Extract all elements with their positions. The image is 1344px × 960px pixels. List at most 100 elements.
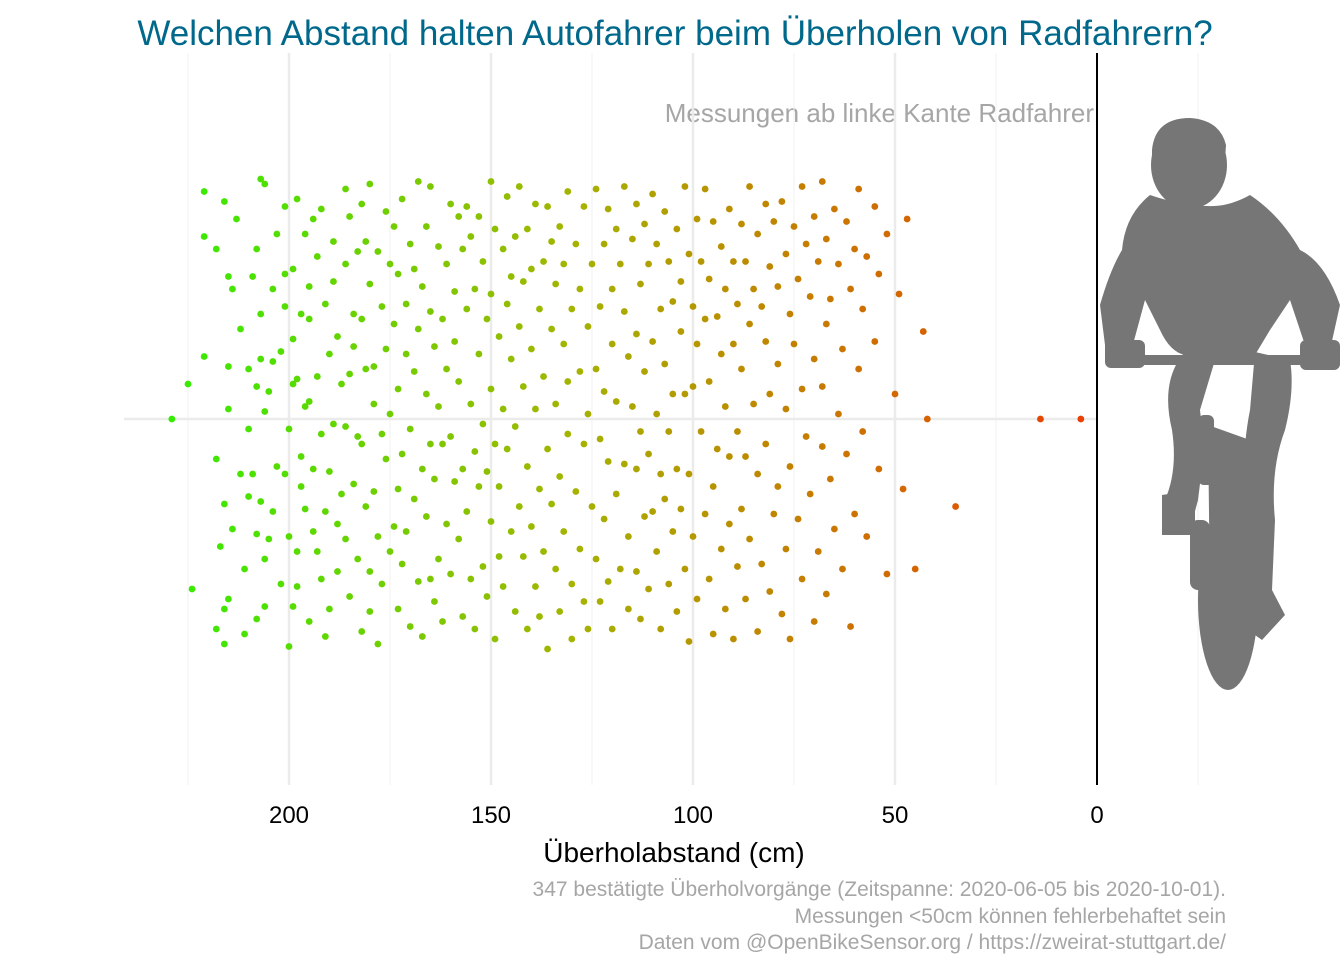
data-point — [742, 258, 749, 265]
data-point — [390, 320, 398, 328]
data-point — [831, 205, 838, 213]
data-point — [459, 245, 467, 253]
data-point — [843, 450, 850, 458]
data-point — [778, 198, 786, 205]
data-point — [665, 580, 673, 588]
data-point — [439, 440, 446, 448]
data-point — [277, 580, 285, 588]
x-tick-labels: 200 150 100 50 0 — [269, 802, 1104, 829]
data-point — [216, 543, 224, 550]
data-point — [362, 503, 370, 510]
caption-line-source: Daten vom @OpenBikeSensor.org / https://… — [638, 931, 1226, 954]
data-point — [891, 390, 899, 398]
cyclist-silhouette — [1100, 118, 1340, 690]
data-point — [350, 343, 358, 350]
data-point — [499, 405, 507, 413]
data-point — [475, 483, 483, 490]
data-point — [511, 423, 519, 430]
data-point — [297, 483, 305, 490]
data-point — [431, 475, 438, 483]
data-point — [386, 260, 394, 268]
data-point — [354, 248, 362, 255]
data-point — [895, 290, 903, 298]
data-point — [447, 200, 454, 208]
data-point — [875, 465, 883, 473]
data-point — [685, 250, 693, 258]
data-point — [608, 625, 616, 633]
data-point — [237, 470, 244, 478]
data-point — [774, 283, 782, 290]
data-point — [616, 260, 624, 268]
data-point — [523, 463, 531, 470]
data-point — [701, 315, 709, 323]
data-point — [766, 588, 774, 595]
data-point — [467, 400, 475, 408]
data-point — [257, 310, 265, 318]
data-point — [584, 625, 592, 633]
data-point — [701, 185, 709, 193]
data-point — [730, 340, 737, 348]
data-point — [818, 178, 826, 185]
data-point — [330, 420, 337, 428]
data-point — [661, 360, 669, 368]
data-point — [293, 548, 301, 555]
data-point — [633, 465, 640, 473]
data-point — [382, 208, 390, 215]
data-point — [225, 595, 232, 603]
data-point — [410, 265, 418, 273]
data-point — [572, 488, 580, 495]
data-point — [479, 563, 487, 570]
data-point — [1077, 415, 1085, 423]
data-point — [871, 338, 879, 345]
data-point — [847, 623, 854, 630]
data-point — [544, 203, 551, 210]
data-point — [709, 630, 717, 638]
data-point — [350, 310, 358, 318]
data-point — [665, 258, 673, 265]
data-point — [394, 270, 402, 278]
data-point — [843, 218, 850, 225]
x-tick-label: 50 — [882, 802, 909, 829]
data-point — [515, 323, 523, 330]
data-point — [475, 213, 483, 220]
data-point — [200, 188, 208, 195]
data-point — [754, 230, 762, 238]
data-point — [839, 345, 846, 353]
data-point — [693, 215, 701, 223]
data-point — [883, 570, 891, 578]
data-point — [285, 425, 293, 433]
data-point — [730, 258, 737, 265]
data-point — [402, 528, 410, 535]
data-point — [774, 483, 782, 490]
data-point — [346, 370, 353, 378]
data-point — [378, 303, 386, 310]
data-point — [738, 365, 745, 373]
data-point — [503, 445, 511, 453]
data-point — [810, 618, 818, 625]
data-point — [697, 428, 705, 435]
data-point — [705, 378, 713, 385]
data-point — [677, 278, 685, 285]
x-tick-label: 100 — [673, 802, 713, 829]
data-point — [742, 595, 749, 603]
data-point — [241, 565, 248, 573]
data-point — [556, 223, 564, 230]
data-point — [427, 440, 434, 448]
data-point — [681, 390, 689, 398]
data-point — [342, 260, 349, 268]
data-point — [564, 378, 572, 385]
data-point — [552, 280, 560, 288]
data-point — [463, 508, 471, 515]
data-point — [822, 235, 830, 243]
data-point — [568, 305, 576, 313]
data-point — [317, 575, 325, 583]
chart-title: Welchen Abstand halten Autofahrer beim Ü… — [137, 14, 1213, 53]
data-point — [422, 223, 430, 230]
data-point — [257, 175, 265, 183]
data-point — [855, 185, 863, 193]
data-point — [657, 625, 665, 633]
data-point — [289, 603, 297, 610]
data-point — [515, 183, 523, 190]
data-point — [410, 495, 418, 503]
data-point — [782, 405, 790, 413]
